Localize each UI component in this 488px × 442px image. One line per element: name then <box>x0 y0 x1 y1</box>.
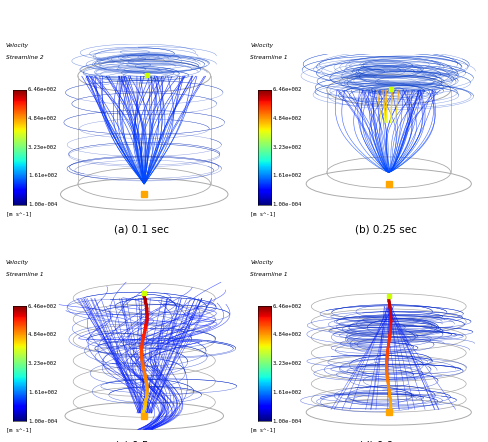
Text: (c) 0.5 sec: (c) 0.5 sec <box>114 441 169 442</box>
Text: 1.00e-004: 1.00e-004 <box>272 419 301 424</box>
Text: Velocity: Velocity <box>6 43 29 48</box>
Text: 3.23e+002: 3.23e+002 <box>28 361 57 366</box>
Text: 3.23e+002: 3.23e+002 <box>28 145 57 149</box>
Text: 1.61e+002: 1.61e+002 <box>28 173 57 179</box>
Text: 1.00e-004: 1.00e-004 <box>28 419 57 424</box>
Text: Velocity: Velocity <box>250 43 273 48</box>
Text: 1.61e+002: 1.61e+002 <box>28 390 57 395</box>
Text: 1.00e-004: 1.00e-004 <box>28 202 57 207</box>
Text: 6.46e+002: 6.46e+002 <box>272 304 301 309</box>
Text: Streamline 2: Streamline 2 <box>6 55 43 60</box>
Text: 6.46e+002: 6.46e+002 <box>28 304 57 309</box>
Text: 3.23e+002: 3.23e+002 <box>272 361 301 366</box>
Text: 3.23e+002: 3.23e+002 <box>272 145 301 149</box>
Text: Streamline 1: Streamline 1 <box>6 272 43 277</box>
Text: 4.84e+002: 4.84e+002 <box>272 332 301 337</box>
Text: [m s^-1]: [m s^-1] <box>250 428 276 433</box>
Text: Streamline 1: Streamline 1 <box>250 55 287 60</box>
Text: 4.84e+002: 4.84e+002 <box>28 332 57 337</box>
Text: Velocity: Velocity <box>6 260 29 265</box>
Text: Streamline 1: Streamline 1 <box>250 272 287 277</box>
Text: (b) 0.25 sec: (b) 0.25 sec <box>355 224 416 234</box>
Text: 1.61e+002: 1.61e+002 <box>272 390 301 395</box>
Text: 6.46e+002: 6.46e+002 <box>272 87 301 92</box>
Text: 1.61e+002: 1.61e+002 <box>272 173 301 179</box>
Text: (a) 0.1 sec: (a) 0.1 sec <box>114 224 169 234</box>
Text: 4.84e+002: 4.84e+002 <box>272 116 301 121</box>
Text: [m s^-1]: [m s^-1] <box>6 211 32 216</box>
Text: (d) 0.9 sec: (d) 0.9 sec <box>358 441 413 442</box>
Text: [m s^-1]: [m s^-1] <box>250 211 276 216</box>
Text: 6.46e+002: 6.46e+002 <box>28 87 57 92</box>
Text: 1.00e-004: 1.00e-004 <box>272 202 301 207</box>
Text: 4.84e+002: 4.84e+002 <box>28 116 57 121</box>
Text: [m s^-1]: [m s^-1] <box>6 428 32 433</box>
Text: Velocity: Velocity <box>250 260 273 265</box>
